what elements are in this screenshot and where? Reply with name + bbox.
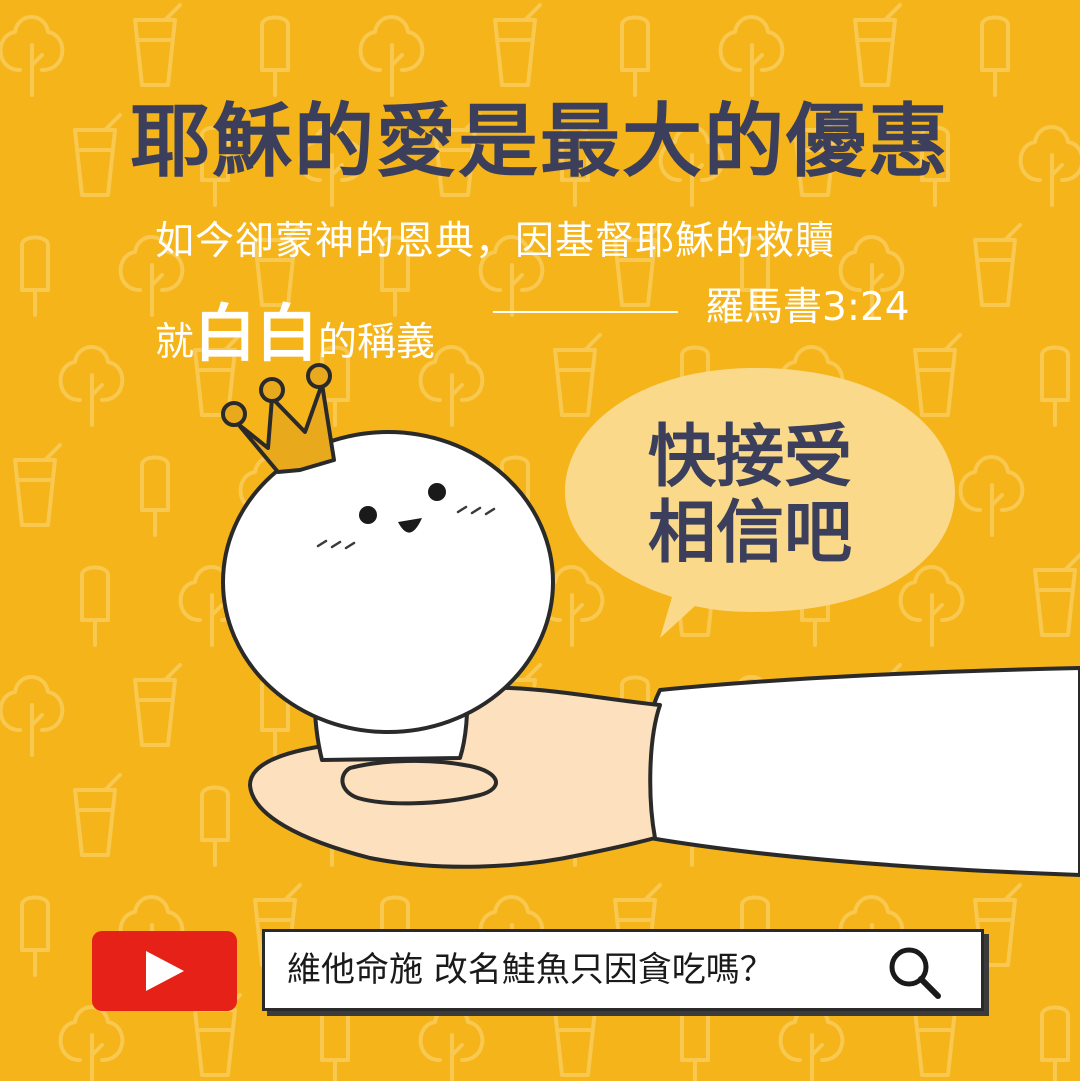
tree-doodle bbox=[118, 235, 185, 317]
drink-doodle bbox=[553, 333, 602, 417]
tree-doodle bbox=[958, 455, 1025, 537]
popsicle-doodle bbox=[200, 125, 230, 207]
speech-line-2: 相信吧 bbox=[647, 494, 852, 573]
speech-bubble bbox=[565, 368, 955, 638]
verse-line-2-prefix: 就 bbox=[155, 320, 195, 365]
verse-reference: 羅馬書3:24 bbox=[705, 285, 910, 330]
verse-emphasis: 白白 bbox=[194, 297, 319, 370]
verse-line-2-suffix: 的稱義 bbox=[318, 320, 436, 365]
arm-sleeve bbox=[641, 666, 1080, 877]
drink-doodle bbox=[853, 3, 902, 87]
popsicle-doodle bbox=[80, 565, 110, 647]
drink-doodle bbox=[433, 113, 482, 197]
popsicle-doodle bbox=[260, 15, 290, 97]
page-title: 耶穌的愛是最大的優惠 bbox=[130, 95, 950, 188]
popsicle-doodle bbox=[20, 235, 50, 317]
tree-doodle bbox=[478, 235, 545, 317]
popsicle-doodle bbox=[920, 125, 950, 207]
drink-doodle bbox=[73, 113, 122, 197]
search-query[interactable]: 維他命施 改名鮭魚只因貪吃嗎？ bbox=[287, 950, 774, 990]
popsicle-doodle bbox=[140, 455, 170, 537]
popsicle-doodle bbox=[320, 345, 350, 427]
drink-doodle bbox=[133, 3, 182, 87]
drink-doodle bbox=[913, 333, 962, 417]
tree-doodle bbox=[0, 15, 65, 97]
drink-doodle bbox=[973, 223, 1022, 307]
tree-doodle bbox=[898, 565, 965, 647]
tree-doodle bbox=[0, 675, 65, 757]
search-bar[interactable]: 維他命施 改名鮭魚只因貪吃嗎？ bbox=[262, 929, 984, 1011]
tree-doodle bbox=[658, 125, 725, 207]
drink-doodle bbox=[13, 443, 62, 527]
tree-doodle bbox=[718, 15, 785, 97]
drink-doodle bbox=[493, 3, 542, 87]
drink-doodle bbox=[73, 773, 122, 857]
verse-line-1: 如今卻蒙神的恩典，因基督耶穌的救贖 bbox=[155, 219, 836, 264]
tree-doodle bbox=[58, 345, 125, 427]
play-triangle bbox=[146, 951, 184, 991]
tree-doodle bbox=[838, 235, 905, 317]
drink-doodle bbox=[1033, 553, 1080, 637]
drink-doodle bbox=[253, 223, 302, 307]
popsicle-doodle bbox=[200, 785, 230, 867]
hand-thumb bbox=[340, 758, 498, 806]
tree-doodle bbox=[298, 125, 365, 207]
popsicle-doodle bbox=[20, 895, 50, 977]
drink-doodle bbox=[133, 663, 182, 747]
popsicle-doodle bbox=[560, 125, 590, 207]
popsicle-doodle bbox=[740, 235, 770, 317]
popsicle-doodle bbox=[980, 15, 1010, 97]
speech-line-1: 快接受 bbox=[647, 418, 852, 497]
drink-doodle bbox=[793, 113, 842, 197]
drink-doodle bbox=[613, 223, 662, 307]
tree-doodle bbox=[418, 345, 485, 427]
popsicle-doodle bbox=[380, 235, 410, 317]
tree-doodle bbox=[358, 15, 425, 97]
crown-icon bbox=[221, 363, 336, 474]
youtube-play-icon[interactable] bbox=[92, 931, 237, 1011]
popsicle-doodle bbox=[620, 15, 650, 97]
character bbox=[221, 430, 555, 762]
verse-line-2: 就白白的稱義 bbox=[155, 283, 435, 370]
reference-divider bbox=[493, 311, 678, 313]
popsicle-doodle bbox=[1040, 345, 1070, 427]
tree-doodle bbox=[1018, 125, 1080, 207]
magnifier-icon[interactable] bbox=[883, 941, 945, 1003]
speech-bubble-text: 快接受 相信吧 bbox=[600, 420, 900, 572]
